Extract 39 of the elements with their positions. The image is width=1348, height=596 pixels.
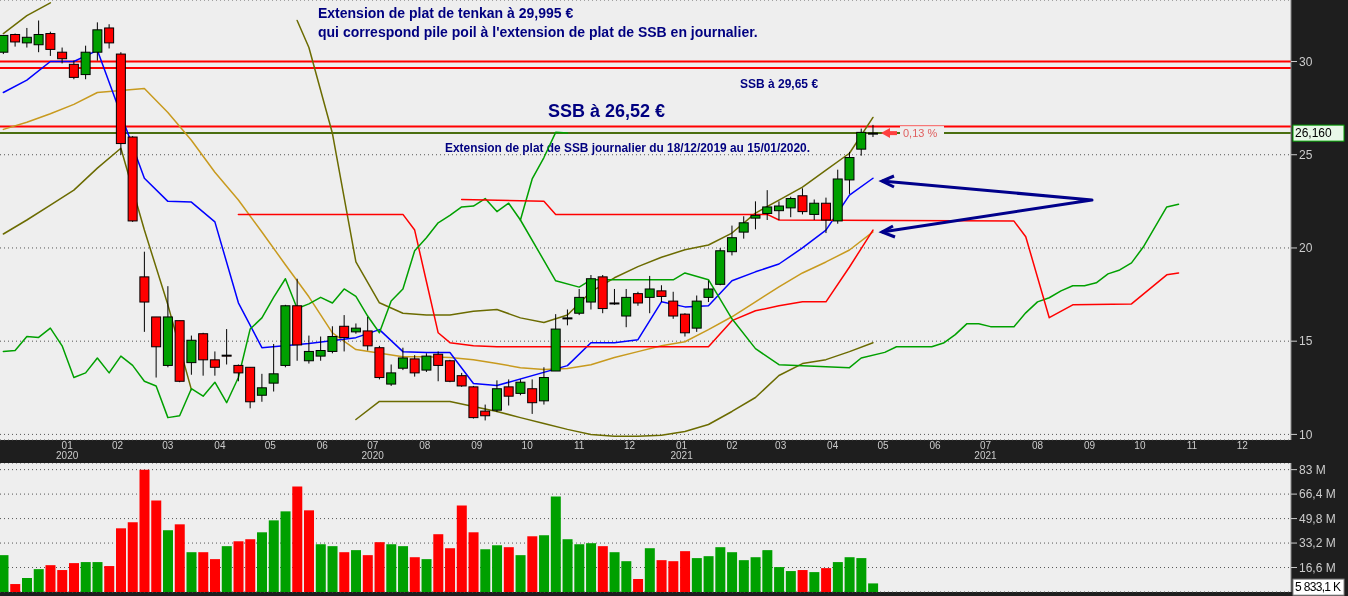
- text: 26,160: [1295, 126, 1333, 141]
- y-tick-label: 33,2 M: [1299, 536, 1336, 551]
- x-tick-label: 08: [1031, 440, 1044, 451]
- y-tick-label: 20: [1299, 241, 1313, 256]
- x-tick-label: 11: [1186, 440, 1198, 451]
- x-tick-label: 09: [1083, 440, 1096, 451]
- x-tick-label: 12: [623, 440, 636, 451]
- x-tick-label: 01 2021: [670, 440, 694, 461]
- y-tick-label: 30: [1299, 54, 1313, 69]
- x-tick-label: 11: [573, 440, 585, 451]
- x-tick-label: 06: [929, 440, 942, 451]
- x-tick-label: 02: [726, 440, 738, 451]
- x-tick-label: 03: [162, 440, 174, 451]
- y-tick-label: 16,6 M: [1299, 560, 1336, 575]
- x-tick-label: 12: [1236, 440, 1249, 451]
- y-tick-label: 49,8 M: [1299, 511, 1336, 526]
- x-tick-label: 05: [264, 440, 277, 451]
- x-tick-label: 01 2020: [56, 440, 79, 461]
- x-tick-label: 07 2021: [974, 440, 998, 461]
- x-tick-label: 03: [775, 440, 787, 451]
- x-tick-label: 06: [316, 440, 329, 451]
- x-tick-label: 09: [471, 440, 483, 451]
- ref-line-label: Extension de plat de tenkan à 29,995 € qui correspond pile poil à l'extension de plat de SSB en journalier.: [318, 4, 758, 40]
- ref-line-label: SSB à 26,52 €: [548, 101, 666, 122]
- y-tick-label: 25: [1299, 148, 1313, 163]
- x-tick-label: 07 2020: [361, 440, 385, 461]
- x-tick-label: 10: [521, 440, 534, 451]
- y-tick-label: 15: [1299, 334, 1313, 349]
- x-tick-label: 08: [419, 440, 431, 451]
- annotation: 0,13 %: [903, 127, 938, 140]
- ref-line-label: SSB à 29,65 €: [740, 77, 819, 92]
- x-tick-label: 02: [111, 440, 124, 451]
- text: 5 833,1 K: [1295, 580, 1341, 595]
- x-tick-label: 05: [877, 440, 890, 451]
- x-tick-label: 04: [827, 440, 839, 451]
- y-tick-label: 66,4 M: [1299, 487, 1336, 502]
- x-tick-label: 04: [214, 440, 226, 451]
- x-tick-label: 10: [1134, 440, 1146, 451]
- y-tick-label: 83 M: [1299, 462, 1326, 477]
